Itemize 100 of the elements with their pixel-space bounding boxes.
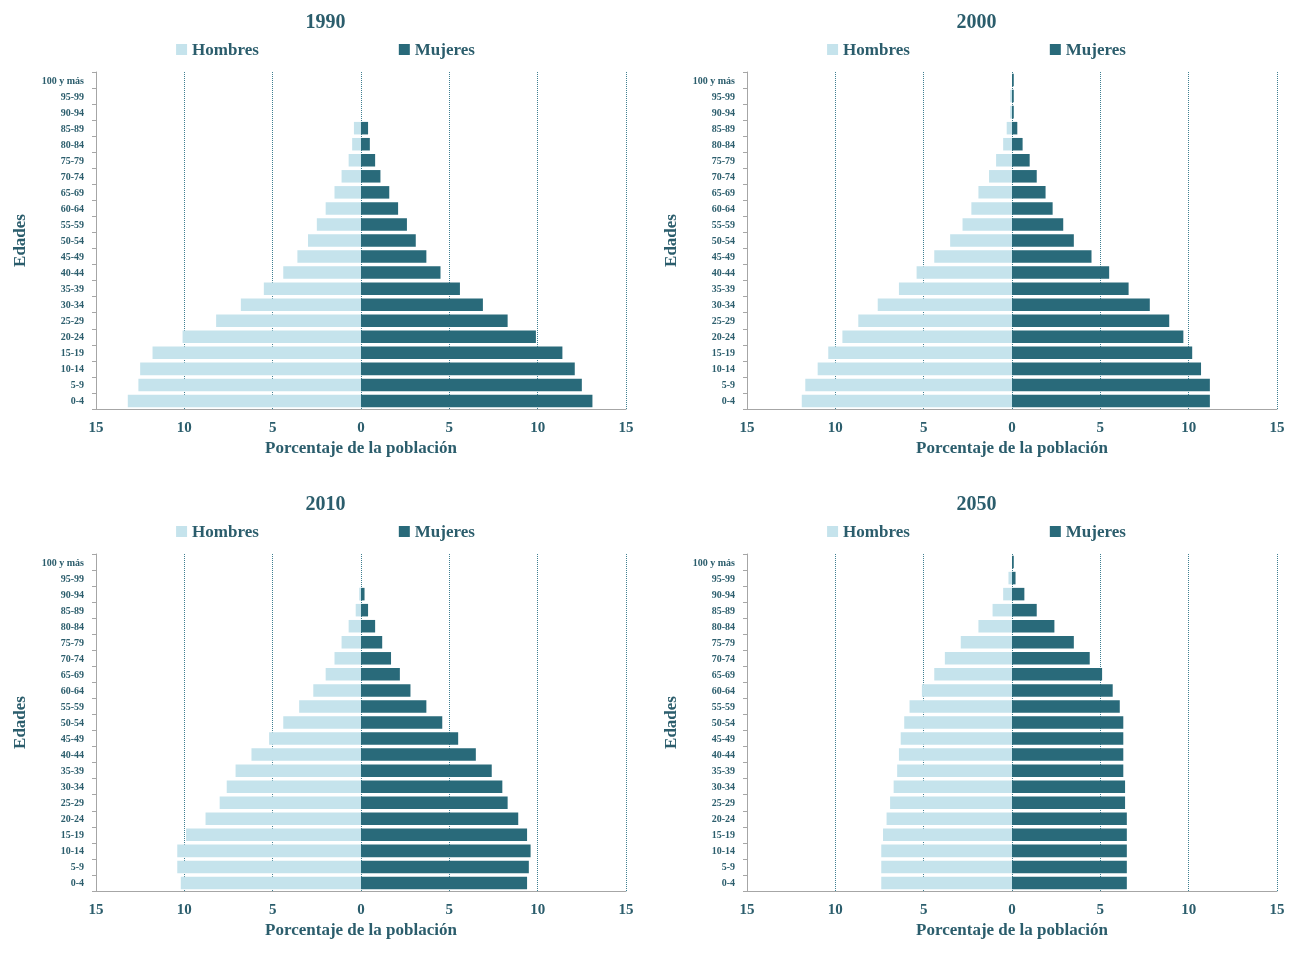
x-tick-label: 10 (530, 418, 546, 435)
bar (361, 170, 381, 183)
y-tick-label: 85-89 (60, 604, 84, 616)
bar (971, 202, 1012, 215)
y-tick-label: 0-4 (721, 395, 735, 407)
y-tick-label: 70-74 (60, 652, 84, 664)
bar (1012, 667, 1103, 681)
bar (361, 154, 376, 167)
y-tick-label: 40-44 (711, 267, 735, 279)
y-tick-label: 70-74 (711, 652, 735, 664)
legend-label: Hombres (843, 40, 911, 59)
bar (219, 795, 361, 809)
bar (1012, 282, 1129, 295)
y-tick-label: 40-44 (60, 267, 84, 279)
bar (297, 250, 361, 263)
bar (177, 844, 361, 857)
bar (361, 314, 508, 327)
bar (1012, 635, 1074, 649)
bar (996, 154, 1012, 167)
x-tick-label: 10 (1181, 418, 1197, 435)
y-tick-label: 40-44 (60, 748, 84, 760)
bar (226, 779, 361, 793)
y-tick-label: 10-14 (60, 363, 84, 375)
y-tick-label: 60-64 (711, 684, 735, 696)
bar (1012, 234, 1074, 247)
x-axis-title: Porcentaje de la población (916, 437, 1109, 457)
y-tick-label: 30-34 (711, 299, 735, 311)
bar (883, 828, 1012, 841)
bar (916, 266, 1012, 279)
bar (140, 362, 361, 376)
y-tick-label: 10-14 (711, 363, 735, 375)
y-tick-label: 35-39 (60, 764, 84, 776)
y-tick-label: 10-14 (60, 844, 84, 856)
bar (182, 330, 361, 344)
bar (1012, 121, 1018, 135)
y-tick-label: 60-64 (711, 202, 735, 214)
y-tick-label: 85-89 (711, 604, 735, 616)
y-tick-label: 15-19 (60, 347, 84, 359)
bar (361, 860, 529, 873)
bar (361, 731, 459, 745)
x-tick-label: 5 (919, 418, 928, 435)
bar (1012, 571, 1016, 584)
bar (361, 635, 383, 649)
bar (361, 202, 399, 215)
bar (325, 667, 361, 681)
y-tick-label: 75-79 (60, 154, 84, 166)
y-tick-label: 55-59 (711, 700, 735, 712)
y-tick-label: 25-29 (711, 796, 735, 808)
bar (978, 619, 1012, 632)
y-tick-label: 80-84 (711, 138, 735, 150)
y-tick-label: 0-4 (721, 876, 735, 888)
y-tick-label: 35-39 (711, 764, 735, 776)
bar (842, 330, 1012, 344)
x-tick-label: 5 (1096, 418, 1105, 435)
bar (355, 603, 361, 616)
bar (1012, 587, 1025, 600)
bar (348, 619, 361, 632)
bar (1012, 250, 1092, 263)
x-tick-label: 5 (445, 418, 454, 435)
bar (334, 186, 361, 199)
bar (898, 747, 1012, 761)
chart-title: 2000 (956, 10, 997, 32)
y-tick-label: 50-54 (60, 235, 84, 246)
bar (127, 394, 361, 408)
y-tick-label: 100 y más (41, 74, 85, 86)
y-tick-label: 75-79 (60, 636, 84, 648)
x-tick-label: 5 (1096, 900, 1105, 916)
y-tick-label: 50-54 (60, 716, 84, 728)
y-tick-label: 95-99 (60, 90, 84, 102)
bar (348, 154, 361, 167)
bar (361, 844, 531, 857)
bar (897, 763, 1012, 777)
y-tick-label: 100 y más (41, 556, 85, 568)
x-tick-label: 15 (1269, 418, 1285, 435)
bar (352, 137, 361, 151)
bar (1003, 137, 1012, 151)
y-tick-label: 55-59 (60, 218, 84, 230)
bar (1012, 747, 1124, 761)
y-tick-label: 35-39 (711, 283, 735, 295)
bar (361, 812, 519, 825)
bar (960, 635, 1012, 649)
y-tick-label: 25-29 (60, 315, 84, 327)
bar (361, 828, 528, 841)
bar (334, 651, 361, 665)
bar (1012, 731, 1124, 745)
x-tick-label: 15 (88, 418, 104, 435)
bar (269, 731, 361, 745)
bar (944, 651, 1012, 665)
x-tick-label: 15 (88, 900, 104, 916)
x-tick-label: 0 (357, 900, 365, 916)
bar (361, 699, 427, 713)
bar (877, 298, 1012, 311)
legend-label: Mujeres (414, 521, 476, 541)
y-tick-label: 0-4 (70, 876, 84, 888)
y-tick-label: 45-49 (60, 732, 84, 744)
y-tick-label: 90-94 (711, 106, 735, 118)
bar (361, 266, 441, 279)
x-axis-title: Porcentaje de la población (265, 437, 458, 457)
bar (801, 394, 1012, 408)
bar (235, 763, 361, 777)
